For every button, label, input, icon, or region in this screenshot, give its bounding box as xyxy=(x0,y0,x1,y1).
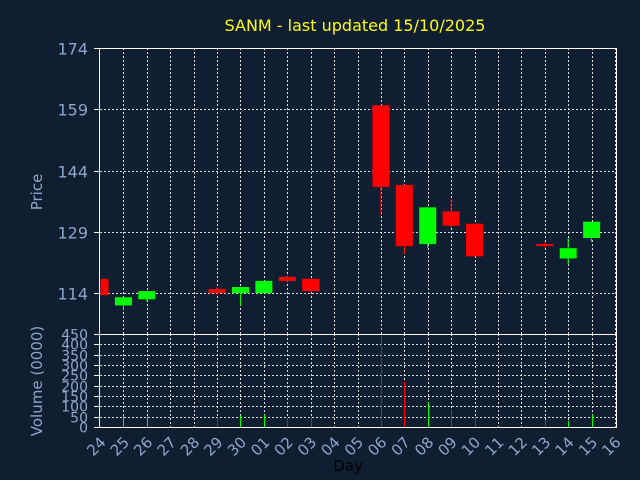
x-tick-label: 03 xyxy=(294,433,320,459)
price-axis-label: Price xyxy=(28,174,46,211)
candle-body xyxy=(583,221,601,238)
volume-bars xyxy=(123,334,593,427)
candle-body xyxy=(395,184,413,247)
candle-body xyxy=(231,287,249,294)
candle-body xyxy=(138,291,156,300)
price-y-ticks: 174 159 144 129 114 xyxy=(57,40,100,304)
candle-body xyxy=(114,297,132,306)
volume-tick-label: 350 xyxy=(61,349,88,365)
price-tick-label: 159 xyxy=(57,101,88,120)
x-ticks: 2425262728293001020304050607080910111213… xyxy=(83,433,624,459)
x-tick-label: 30 xyxy=(224,433,250,459)
volume-tick-label: 50 xyxy=(70,411,88,427)
volume-plot-frame xyxy=(99,334,617,428)
x-axis-label: Day xyxy=(333,457,363,475)
candles xyxy=(99,105,601,310)
candle-body xyxy=(255,280,273,294)
x-tick-label: 25 xyxy=(107,433,133,459)
candle-body xyxy=(419,207,437,245)
candle-body xyxy=(536,244,554,247)
x-tick-label: 26 xyxy=(130,433,156,459)
x-tick-label: 15 xyxy=(575,433,601,459)
x-tick-label: 27 xyxy=(154,433,180,459)
volume-tick-label: 200 xyxy=(61,380,88,396)
price-plot-frame xyxy=(99,48,617,335)
volume-tick-label: 0 xyxy=(79,421,88,437)
volume-axis-label: Volume (0000) xyxy=(28,326,46,436)
candle-body xyxy=(466,223,484,257)
x-tick-label: 28 xyxy=(177,433,203,459)
x-tick-label: 09 xyxy=(434,433,460,459)
chart-title: SANM - last updated 15/10/2025 xyxy=(225,16,486,35)
volume-tick-label: 300 xyxy=(61,359,88,375)
candle-body xyxy=(442,211,460,226)
volume-tick-label: 250 xyxy=(61,369,88,385)
x-tick-label: 01 xyxy=(247,433,273,459)
x-tick-label: 12 xyxy=(505,433,531,459)
x-tick-label: 11 xyxy=(481,433,507,459)
volume-grid xyxy=(100,334,616,428)
price-grid xyxy=(100,48,616,334)
candle-body xyxy=(559,248,577,259)
x-tick-label: 13 xyxy=(528,433,554,459)
candle-body xyxy=(302,278,320,292)
candle-body xyxy=(372,105,390,187)
candle-body xyxy=(208,289,226,294)
price-tick-label: 114 xyxy=(57,285,88,304)
price-tick-label: 144 xyxy=(57,163,88,182)
x-tick-label: 14 xyxy=(552,433,578,459)
x-tick-label: 24 xyxy=(83,433,109,459)
price-tick-label: 129 xyxy=(57,224,88,243)
volume-tick-label: 450 xyxy=(61,328,88,344)
volume-tick-label: 150 xyxy=(61,390,88,406)
x-tick-label: 16 xyxy=(598,433,624,459)
volume-tick-label: 100 xyxy=(61,400,88,416)
x-tick-label: 08 xyxy=(411,433,437,459)
x-tick-label: 04 xyxy=(317,433,343,459)
price-tick-label: 174 xyxy=(57,40,88,59)
x-tick-label: 10 xyxy=(458,433,484,459)
x-tick-label: 02 xyxy=(271,433,297,459)
x-tick-label: 05 xyxy=(341,433,367,459)
x-tick-label: 06 xyxy=(364,433,390,459)
candle-body xyxy=(278,276,296,281)
candle-body xyxy=(101,278,109,296)
x-tick-label: 07 xyxy=(388,433,414,459)
x-tick-label: 29 xyxy=(200,433,226,459)
volume-tick-label: 400 xyxy=(61,338,88,354)
